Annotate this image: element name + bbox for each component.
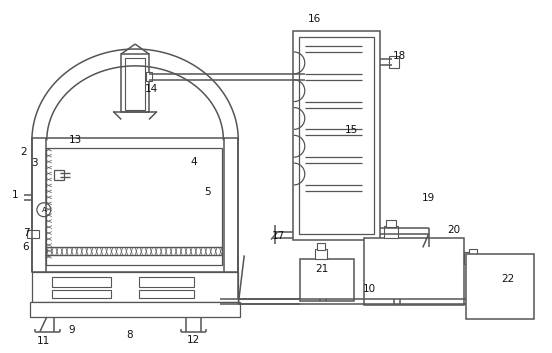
Text: 18: 18 bbox=[392, 51, 406, 61]
Bar bbox=[384, 226, 398, 238]
Bar bbox=[299, 37, 374, 234]
Circle shape bbox=[37, 203, 51, 217]
Bar bbox=[293, 31, 380, 239]
Text: 20: 20 bbox=[447, 225, 460, 235]
Bar bbox=[32, 272, 238, 302]
Bar bbox=[469, 250, 477, 267]
Text: 11: 11 bbox=[37, 336, 50, 346]
Text: 13: 13 bbox=[69, 135, 82, 145]
Text: 1: 1 bbox=[12, 190, 18, 200]
Bar bbox=[54, 170, 63, 180]
Bar bbox=[52, 277, 112, 287]
Text: 17: 17 bbox=[272, 231, 285, 240]
Bar bbox=[27, 229, 39, 238]
Bar bbox=[52, 290, 112, 298]
Bar bbox=[121, 54, 149, 112]
Text: 3: 3 bbox=[31, 158, 38, 168]
Text: 6: 6 bbox=[23, 243, 29, 252]
Bar bbox=[146, 72, 152, 81]
Text: 12: 12 bbox=[187, 335, 200, 345]
Bar bbox=[300, 259, 354, 301]
Text: 5: 5 bbox=[204, 187, 211, 197]
Bar bbox=[32, 138, 238, 272]
Bar bbox=[464, 252, 471, 264]
Text: 14: 14 bbox=[145, 84, 158, 94]
Bar bbox=[46, 148, 222, 265]
Text: 8: 8 bbox=[126, 330, 132, 340]
Bar bbox=[139, 290, 194, 298]
Text: 19: 19 bbox=[422, 193, 436, 203]
Text: 4: 4 bbox=[190, 157, 197, 167]
Bar bbox=[389, 56, 399, 68]
Text: 7: 7 bbox=[23, 228, 29, 238]
Bar bbox=[466, 255, 534, 319]
Bar bbox=[386, 220, 396, 227]
Bar bbox=[125, 58, 145, 109]
Bar bbox=[139, 277, 194, 287]
Text: 10: 10 bbox=[363, 284, 376, 294]
Text: 9: 9 bbox=[68, 325, 75, 335]
Bar bbox=[315, 250, 327, 259]
Bar bbox=[364, 238, 464, 305]
Text: 2: 2 bbox=[20, 147, 27, 157]
Text: 15: 15 bbox=[345, 125, 358, 135]
Bar bbox=[317, 244, 325, 250]
Text: 21: 21 bbox=[315, 264, 328, 274]
Bar bbox=[30, 302, 240, 317]
Text: A: A bbox=[41, 207, 46, 213]
Text: 16: 16 bbox=[308, 14, 321, 24]
Text: 22: 22 bbox=[502, 274, 515, 284]
